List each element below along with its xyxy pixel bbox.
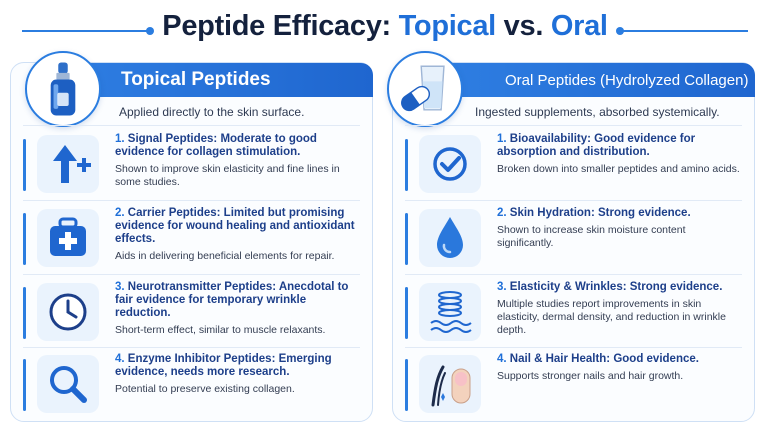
topical-heading: Topical Peptides <box>121 69 271 90</box>
oral-subtitle: Ingested supplements, absorbed systemica… <box>475 105 720 119</box>
capsule-and-glass-icon <box>387 51 463 127</box>
item-title: 2. Skin Hydration: Strong evidence. <box>497 207 691 219</box>
item-accent-bar <box>23 213 26 265</box>
divider <box>405 347 742 348</box>
water-drop-icon <box>419 209 481 267</box>
title-part-oral: Oral <box>550 10 608 42</box>
divider <box>23 200 360 201</box>
item-title: 2. Carrier Peptides: Limited but promisi… <box>115 207 355 245</box>
item-description: Supports stronger nails and hair growth. <box>497 370 684 382</box>
title-part-1: Peptide Efficacy: <box>162 10 399 42</box>
title-part-vs: vs. <box>495 10 551 42</box>
spring-waves-icon <box>419 283 481 341</box>
item-description: Multiple studies report improvements in … <box>497 298 726 336</box>
item-accent-bar <box>23 359 26 411</box>
arrow-up-plus-icon <box>37 135 99 193</box>
topical-item-carrier: 2. Carrier Peptides: Limited but promisi… <box>23 207 363 271</box>
title-decor-line-right <box>616 27 748 35</box>
item-description: Broken down into smaller peptides and am… <box>497 163 740 175</box>
medical-kit-icon <box>37 209 99 267</box>
divider <box>405 200 742 201</box>
item-accent-bar <box>405 287 408 339</box>
item-description: Aids in delivering beneficial elements f… <box>115 250 335 262</box>
serum-dropper-bottle-icon <box>25 51 101 127</box>
title-row: Peptide Efficacy: Topical vs. Oral <box>0 6 768 48</box>
title-part-topical: Topical <box>398 10 497 42</box>
item-accent-bar <box>23 139 26 191</box>
item-title: 1. Bioavailability: Good evidence for ab… <box>497 133 696 158</box>
topical-subtitle: Applied directly to the skin surface. <box>119 105 305 119</box>
item-title: 1. Signal Peptides: Moderate to good evi… <box>115 133 317 158</box>
divider <box>23 274 360 275</box>
topical-panel: Topical Peptides Applied directly to the… <box>10 51 373 422</box>
page-title: Peptide Efficacy: Topical vs. Oral <box>150 10 620 43</box>
item-description: Shown to increase skin moisture content … <box>497 224 686 249</box>
topical-banner: Topical Peptides <box>51 63 373 97</box>
oral-item-skin-hydration: 2. Skin Hydration: Strong evidence. Show… <box>405 207 745 271</box>
item-description: Shown to improve skin elasticity and fin… <box>115 163 340 188</box>
item-title: 4. Nail & Hair Health: Good evidence. <box>497 353 699 365</box>
divider <box>405 125 742 126</box>
topical-item-enzyme-inhibitor: 4. Enzyme Inhibitor Peptides: Emerging e… <box>23 353 363 417</box>
item-title: 3. Neurotransmitter Peptides: Anecdotal … <box>115 281 349 319</box>
item-title: 4. Enzyme Inhibitor Peptides: Emerging e… <box>115 353 332 378</box>
check-circle-icon <box>419 135 481 193</box>
clock-icon <box>37 283 99 341</box>
item-accent-bar <box>405 359 408 411</box>
divider <box>23 125 360 126</box>
item-title: 3. Elasticity & Wrinkles: Strong evidenc… <box>497 281 723 293</box>
item-accent-bar <box>23 287 26 339</box>
hair-nail-icon <box>419 355 481 413</box>
title-decor-line-left <box>22 27 154 35</box>
topical-item-neurotransmitter: 3. Neurotransmitter Peptides: Anecdotal … <box>23 281 363 345</box>
oral-item-elasticity: 3. Elasticity & Wrinkles: Strong evidenc… <box>405 281 745 345</box>
oral-panel: Oral Peptides (Hydrolyzed Collagen) Inge… <box>387 51 755 422</box>
oral-heading: Oral Peptides (Hydrolyzed Collagen) <box>505 71 749 89</box>
item-description: Short-term effect, similar to muscle rel… <box>115 324 326 336</box>
item-accent-bar <box>405 213 408 265</box>
oral-banner: Oral Peptides (Hydrolyzed Collagen) <box>433 63 755 97</box>
oral-item-bioavailability: 1. Bioavailability: Good evidence for ab… <box>405 133 745 197</box>
magnifier-icon <box>37 355 99 413</box>
item-description: Potential to preserve existing collagen. <box>115 383 295 395</box>
item-accent-bar <box>405 139 408 191</box>
divider <box>405 274 742 275</box>
divider <box>23 347 360 348</box>
topical-item-signal: 1. Signal Peptides: Moderate to good evi… <box>23 133 363 197</box>
oral-item-nail-hair: 4. Nail & Hair Health: Good evidence. Su… <box>405 353 745 417</box>
